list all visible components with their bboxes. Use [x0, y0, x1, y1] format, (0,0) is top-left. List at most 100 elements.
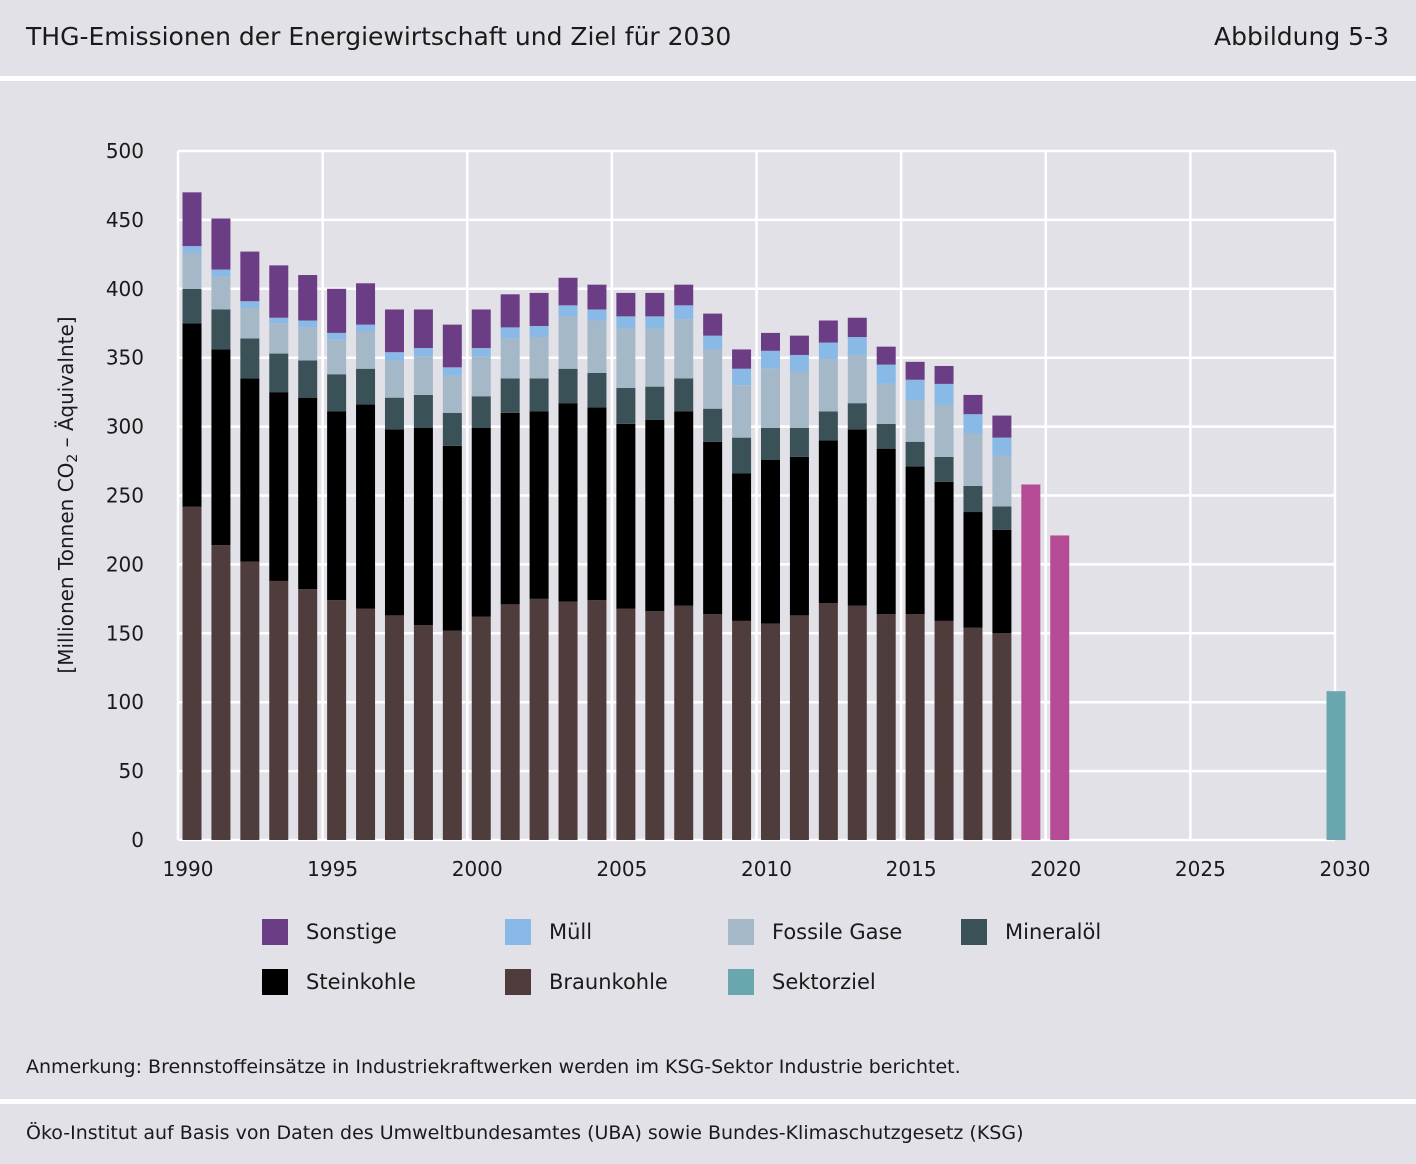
bar-2016-braunkohle	[934, 620, 954, 840]
bar-1995-steinkohle	[327, 411, 347, 601]
bar-1994-fossile-gase	[298, 327, 318, 361]
bar-2000-müll	[471, 348, 491, 357]
bar-2014-müll	[876, 364, 896, 384]
legend-label: Steinkohle	[306, 970, 416, 994]
bar-2008-steinkohle	[703, 441, 723, 615]
bar-2007-mineralöl	[674, 378, 694, 412]
bar-2007-müll	[674, 305, 694, 320]
bar-2008-braunkohle	[703, 614, 723, 840]
legend-swatch	[505, 969, 531, 995]
bar-1990-fossile-gase	[182, 252, 202, 289]
bar-2001-steinkohle	[500, 412, 520, 605]
bar-2013-müll	[847, 337, 867, 355]
bar-2009-fossile-gase	[732, 385, 752, 438]
bar-1999-müll	[442, 367, 462, 376]
bar-2011-mineralöl	[789, 427, 809, 457]
bar-1993-mineralöl	[269, 353, 289, 393]
bar-1991-müll	[211, 269, 231, 277]
bar-2014-braunkohle	[876, 614, 896, 840]
bar-2009-braunkohle	[732, 620, 752, 840]
legend-item-sonstige: Sonstige	[262, 918, 397, 946]
bar-1995-müll	[327, 332, 347, 340]
bar-target-2030	[1326, 691, 1346, 840]
bar-1990-müll	[182, 246, 202, 253]
bar-2006-müll	[645, 316, 665, 329]
legend-label: Braunkohle	[549, 970, 668, 994]
y-tick-label-150: 150	[106, 621, 144, 645]
bar-1994-mineralöl	[298, 360, 318, 398]
bar-2012-braunkohle	[818, 602, 838, 840]
legend-swatch	[262, 969, 288, 995]
bar-2006-braunkohle	[645, 611, 665, 840]
bar-2007-fossile-gase	[674, 319, 694, 379]
y-tick-label-250: 250	[106, 484, 144, 508]
legend-item-fossile-gase: Fossile Gase	[728, 918, 902, 946]
bar-2005-müll	[616, 316, 636, 329]
y-tick-label-400: 400	[106, 277, 144, 301]
bar-1992-sonstige	[240, 251, 260, 302]
bar-1991-sonstige	[211, 218, 231, 270]
bar-1997-fossile-gase	[384, 360, 404, 398]
bar-1990-braunkohle	[182, 506, 202, 840]
bar-2006-mineralöl	[645, 386, 665, 420]
bar-2017-mineralöl	[963, 485, 983, 513]
legend-label: Sektorziel	[772, 970, 876, 994]
legend-label: Müll	[549, 920, 593, 944]
bar-2010-sonstige	[761, 332, 780, 351]
x-tick-label-2030: 2030	[1320, 857, 1371, 881]
bar-2004-müll	[587, 309, 607, 321]
bar-1999-fossile-gase	[442, 375, 462, 413]
bar-2009-sonstige	[732, 349, 752, 369]
bar-projection-2020	[1050, 535, 1070, 840]
y-tick-label-300: 300	[106, 415, 144, 439]
bar-1993-müll	[269, 317, 289, 324]
bar-2015-steinkohle	[905, 466, 925, 615]
bar-2012-müll	[818, 342, 838, 360]
bar-2012-mineralöl	[818, 411, 838, 441]
bar-2001-sonstige	[500, 294, 520, 328]
y-axis-label: [Millionen Tonnen CO2 – Äquivalnte]	[54, 316, 81, 673]
bar-2018-mineralöl	[992, 506, 1012, 530]
bar-2004-sonstige	[587, 284, 607, 310]
bar-2003-müll	[558, 305, 578, 317]
bar-2003-braunkohle	[558, 601, 578, 840]
bar-2004-steinkohle	[587, 407, 607, 601]
bar-2000-mineralöl	[471, 396, 491, 428]
bar-1993-sonstige	[269, 265, 289, 318]
legend-item-müll: Müll	[505, 918, 592, 946]
x-tick-label-2025: 2025	[1175, 857, 1226, 881]
y-tick-label-500: 500	[106, 139, 144, 163]
legend-item-mineralöl: Mineralöl	[961, 918, 1101, 946]
bar-2011-fossile-gase	[789, 371, 809, 428]
bar-2006-sonstige	[645, 292, 665, 317]
x-tick-label-1990: 1990	[163, 857, 214, 881]
bar-2013-fossile-gase	[847, 354, 867, 404]
bar-1990-sonstige	[182, 192, 202, 247]
bar-2008-müll	[703, 335, 723, 350]
bar-1993-fossile-gase	[269, 323, 289, 354]
bar-2015-fossile-gase	[905, 400, 925, 442]
x-tick-label-1995: 1995	[307, 857, 358, 881]
bar-2013-steinkohle	[847, 429, 867, 606]
bar-2007-steinkohle	[674, 411, 694, 606]
legend-swatch	[728, 969, 754, 995]
bar-2017-steinkohle	[963, 512, 983, 628]
chart-legend: Sonstige Müll Fossile Gase Mineralöl Steinko…	[262, 918, 1162, 1018]
bar-1996-braunkohle	[356, 608, 376, 840]
bar-2014-fossile-gase	[876, 383, 896, 424]
bar-2001-braunkohle	[500, 604, 520, 840]
bar-2016-mineralöl	[934, 456, 954, 482]
bar-2002-braunkohle	[529, 598, 549, 840]
bar-1994-sonstige	[298, 275, 318, 321]
bar-1995-braunkohle	[327, 600, 347, 840]
bar-2004-mineralöl	[587, 372, 607, 408]
bar-2012-sonstige	[818, 320, 838, 343]
legend-swatch	[728, 919, 754, 945]
bar-2006-fossile-gase	[645, 328, 665, 387]
bar-2000-braunkohle	[471, 616, 491, 840]
bar-1999-braunkohle	[442, 630, 462, 840]
bar-1994-müll	[298, 320, 318, 328]
bar-2011-müll	[789, 354, 809, 372]
legend-item-braunkohle: Braunkohle	[505, 968, 668, 996]
bar-1992-fossile-gase	[240, 308, 260, 339]
